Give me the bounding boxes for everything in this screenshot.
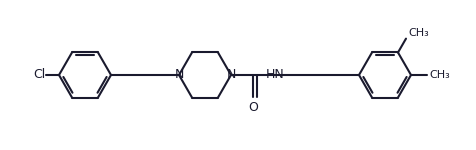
Text: CH₃: CH₃ — [429, 70, 450, 80]
Text: CH₃: CH₃ — [408, 28, 429, 38]
Text: N: N — [226, 69, 236, 81]
Text: N: N — [174, 69, 184, 81]
Text: O: O — [248, 101, 258, 114]
Text: Cl: Cl — [33, 69, 45, 81]
Text: HN: HN — [266, 69, 284, 81]
